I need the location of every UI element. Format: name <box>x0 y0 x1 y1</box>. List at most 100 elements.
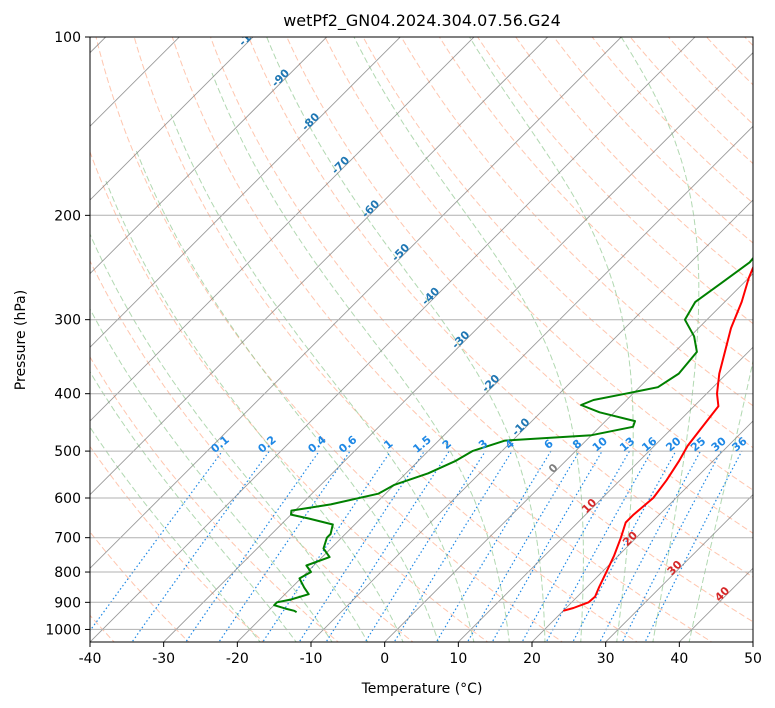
moist-adiabat <box>170 114 475 642</box>
dry-adiabat <box>248 37 753 578</box>
moist-adiabat <box>211 72 510 642</box>
skewed-isotherm <box>457 346 753 642</box>
skewed-isotherm <box>604 493 753 642</box>
mixing-ratio-label: 0.6 <box>336 433 360 456</box>
moist-adiabat <box>469 37 634 642</box>
x-tick-label: 30 <box>597 651 615 667</box>
dry-adiabat <box>209 37 753 623</box>
isotherm-label: -40 <box>419 284 442 307</box>
moist-adiabat <box>90 426 261 642</box>
isotherm-label: -50 <box>389 241 412 264</box>
chart-title: wetPf2_GN04.2024.304.07.56.G24 <box>283 11 561 31</box>
skewed-isotherm <box>90 37 549 496</box>
y-tick-label: 800 <box>54 565 81 581</box>
mixing-ratio-label: 0.4 <box>305 433 329 456</box>
isotherm-label: 40 <box>712 584 732 604</box>
moist-adiabat <box>620 37 700 642</box>
skewed-isotherm <box>752 641 753 642</box>
mixing-ratio-line <box>364 450 486 642</box>
moist-adiabat <box>353 37 584 642</box>
mixing-ratio-line <box>298 450 425 642</box>
temperature-profile-line <box>562 265 753 612</box>
mixing-ratio-line <box>90 450 223 632</box>
dry-adiabat <box>629 37 753 165</box>
moist-adiabat <box>105 180 404 642</box>
dry-adiabat <box>705 37 753 86</box>
isotherm-label: -60 <box>359 197 382 220</box>
y-tick-label: 100 <box>54 30 81 46</box>
mixing-ratio-label: 6 <box>542 437 556 452</box>
mixing-ratio-label: 2 <box>440 437 454 452</box>
moist-adiabat <box>688 358 753 642</box>
skewed-isotherm <box>531 420 753 642</box>
mixing-ratio-label: 8 <box>570 437 584 452</box>
moist-adiabat <box>266 37 546 642</box>
dry-adiabat <box>362 37 753 449</box>
profile-lines <box>273 256 753 614</box>
isotherm-label: -30 <box>449 328 472 351</box>
y-tick-label: 1000 <box>45 622 81 638</box>
skewed-isotherm <box>310 199 753 642</box>
skewed-isotherm <box>90 37 622 569</box>
dry-adiabat <box>133 37 638 642</box>
y-tick-label: 900 <box>54 595 81 611</box>
x-tick-label: -30 <box>152 651 175 667</box>
x-tick-label: -40 <box>79 651 102 667</box>
skewed-isotherm <box>90 37 254 201</box>
isotherm-label: -10 <box>509 415 532 438</box>
x-tick-label: -20 <box>226 651 249 667</box>
moist-adiabat <box>135 149 440 642</box>
x-tick-label: 0 <box>380 651 389 667</box>
mixing-ratio-label: 0.1 <box>209 433 232 455</box>
y-tick-label: 400 <box>54 387 81 403</box>
dry-adiabat <box>324 37 753 491</box>
y-axis-label: Pressure (hPa) <box>13 290 29 390</box>
mixing-ratio-line <box>393 450 513 642</box>
plot-frame <box>89 36 754 643</box>
x-tick-label: 20 <box>523 651 541 667</box>
mixing-ratio-line <box>572 450 677 642</box>
y-tick-label: 300 <box>54 313 81 329</box>
isotherm-label: -100 <box>236 20 265 49</box>
skewed-isotherm <box>90 37 401 348</box>
y-tick-label: 200 <box>54 208 81 224</box>
x-axis-label: Temperature (°C) <box>361 681 483 697</box>
mixing-ratio-line <box>599 450 702 642</box>
x-tick-label: 10 <box>449 651 467 667</box>
x-tick-label: -10 <box>300 651 323 667</box>
isotherm-label: -20 <box>479 372 502 395</box>
dry-adiabat <box>438 37 753 366</box>
mixing-ratio-line <box>218 450 351 642</box>
axes: -40 -30 -20 -10 0 10 20 30 40 5010020030040050060… <box>45 30 762 667</box>
moist-adiabat <box>90 308 333 642</box>
dry-adiabat <box>400 37 753 407</box>
mixing-ratio-line <box>466 450 580 642</box>
mixing-ratio-line <box>621 450 722 642</box>
x-tick-label: 40 <box>670 651 688 667</box>
skewed-isotherm <box>236 125 753 642</box>
dry-adiabat <box>90 259 414 642</box>
dewpoint-profile-line <box>273 256 753 614</box>
mixing-ratio-line <box>325 450 450 642</box>
dry-adiabat <box>90 150 489 642</box>
dry-adiabat <box>171 37 713 642</box>
background-lines <box>90 37 753 642</box>
y-tick-label: 700 <box>54 531 81 547</box>
mixing-ratio-label: 1.5 <box>411 433 434 455</box>
skewed-isotherm <box>90 37 475 422</box>
dry-adiabat <box>90 445 265 642</box>
grid-lines <box>90 37 753 642</box>
isotherm-label: -70 <box>329 154 352 177</box>
dry-adiabat <box>286 37 753 534</box>
mixing-ratio-line <box>262 450 392 642</box>
skewed-isotherm <box>90 37 696 642</box>
y-tick-label: 600 <box>54 491 81 507</box>
mixing-ratio-line <box>644 450 743 642</box>
dry-adiabat <box>667 37 753 125</box>
mixing-ratio-line <box>185 450 320 642</box>
moist-adiabat <box>90 232 369 642</box>
dry-adiabat <box>744 37 753 47</box>
x-tick-label: 50 <box>744 651 762 667</box>
